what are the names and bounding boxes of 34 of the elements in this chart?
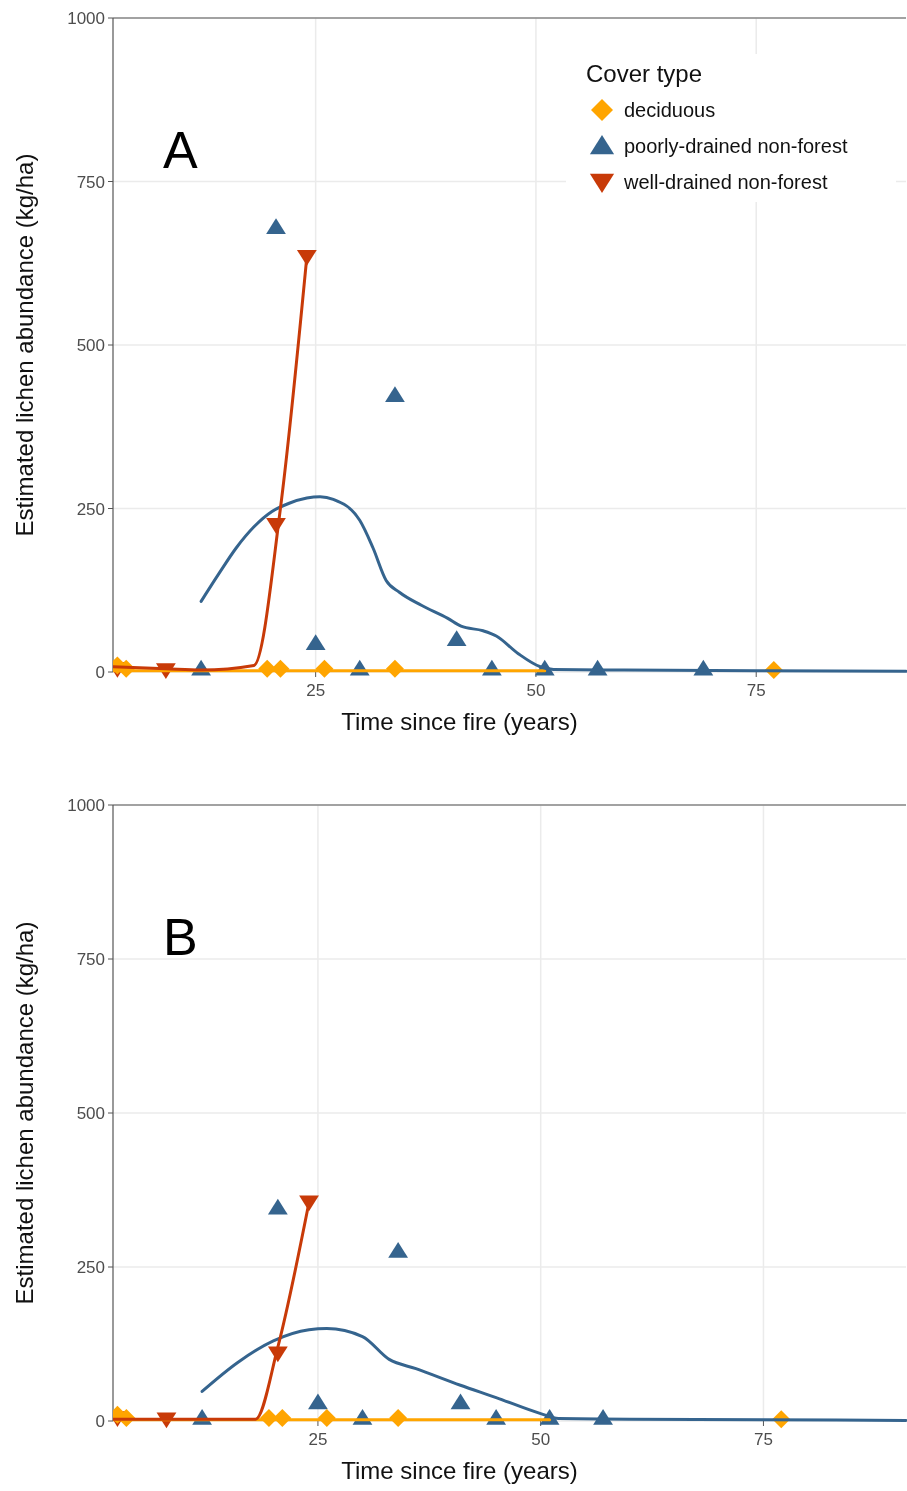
x-tick-label: 75 <box>753 1430 773 1449</box>
y-tick-label: 750 <box>76 950 105 969</box>
legend-label: poorly-drained non-forest <box>624 135 848 157</box>
y-tick-label: 500 <box>76 336 105 355</box>
y-axis-title: Estimated lichen abundance (kg/ha) <box>11 153 38 537</box>
legend-label: deciduous <box>624 99 716 121</box>
y-tick-label: 1000 <box>67 796 105 815</box>
point <box>267 1198 288 1215</box>
point <box>385 386 405 403</box>
legend-title: Cover type <box>586 60 703 87</box>
annotation: A <box>163 121 198 179</box>
y-tick-label: 1000 <box>67 9 105 28</box>
x-axis-title: Time since fire (years) <box>341 1457 578 1484</box>
y-tick-label: 0 <box>95 663 105 682</box>
point <box>266 218 286 235</box>
x-tick-label: 25 <box>306 681 326 700</box>
y-tick-label: 500 <box>76 1104 105 1123</box>
y-axis-title: Estimated lichen abundance (kg/ha) <box>11 921 38 1305</box>
x-tick-label: 50 <box>531 1430 551 1449</box>
point <box>446 630 467 647</box>
legend-label: well-drained non-forest <box>623 171 828 193</box>
point <box>305 634 326 650</box>
annotation: B <box>163 908 198 966</box>
x-axis-title: Time since fire (years) <box>341 708 578 735</box>
y-tick-label: 250 <box>76 1258 105 1277</box>
point <box>308 1393 328 1410</box>
point <box>388 1241 409 1258</box>
point <box>450 1393 471 1410</box>
x-tick-label: 50 <box>526 681 546 700</box>
x-tick-label: 25 <box>308 1430 328 1449</box>
y-tick-label: 250 <box>76 499 105 519</box>
y-tick-label: 750 <box>76 172 105 192</box>
y-tick-label: 0 <box>95 1412 105 1431</box>
x-tick-label: 75 <box>746 681 766 700</box>
